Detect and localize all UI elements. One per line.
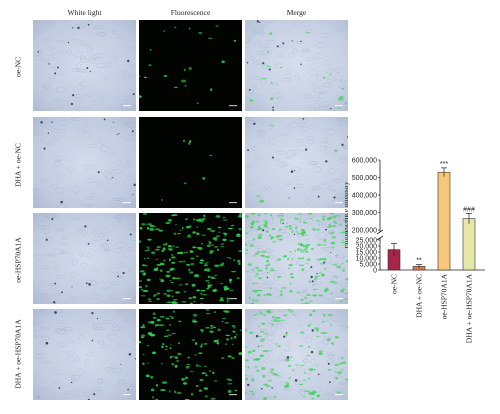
micrograph-fluorescence-dha-oe-nc	[139, 117, 242, 208]
y-tick-label: 10,000	[356, 255, 378, 262]
column-header-merge: Merge	[286, 8, 307, 17]
y-tick-label: 25,000	[356, 237, 378, 244]
row-label-oe-nc: oe-NC	[13, 57, 23, 77]
row-label-oe-hsp70a1a: oe-HSP70A1A	[13, 237, 23, 283]
micrograph-merge-oe-hsp70a1a	[245, 213, 348, 304]
micrograph-white-light-dha-oe-hsp70a1a	[33, 309, 136, 400]
y-tick-label: 15,000	[356, 249, 378, 256]
bar-3	[462, 218, 476, 271]
column-header-white-light: White light	[67, 8, 102, 17]
y-tick-label: 5,000	[359, 261, 377, 268]
column-header-fluorescence: Fluorescence	[170, 8, 211, 17]
row-label-dha-oe-nc: DHA + oe-NC	[13, 143, 23, 187]
axis-break-mark	[376, 229, 384, 235]
category-label-1: DHA + oe-NC	[415, 274, 424, 318]
micrograph-fluorescence-dha-oe-hsp70a1a	[139, 309, 242, 400]
y-tick-label: 500,000	[352, 175, 377, 182]
y-tick-label: 400,000	[352, 192, 377, 199]
micrograph-merge-dha-oe-nc	[245, 117, 348, 208]
y-tick-label: 300,000	[352, 210, 377, 217]
significance-label-2: ***	[440, 161, 448, 168]
y-tick-label: 20,000	[356, 243, 378, 250]
y-tick-label: 0	[373, 267, 377, 274]
micrograph-white-light-oe-hsp70a1a	[33, 213, 136, 304]
micrograph-white-light-oe-nc	[33, 20, 136, 111]
axis-break-mark	[376, 235, 384, 241]
significance-label-1: **	[416, 258, 422, 265]
row-label-dha-oe-hsp70a1a: DHA + oe-HSP70A1A	[13, 319, 23, 389]
y-axis-label: Fluorescence intensity	[345, 181, 350, 249]
micrograph-merge-oe-nc	[245, 20, 348, 111]
category-label-2: oe-HSP70A1A	[440, 273, 449, 319]
category-label-3: DHA + oe-HSP70A1A	[465, 273, 474, 343]
category-label-0: oe-NC	[390, 274, 399, 294]
micrograph-merge-dha-oe-hsp70a1a	[245, 309, 348, 400]
y-tick-label: 200,000	[352, 227, 377, 234]
micrograph-fluorescence-oe-nc	[139, 20, 242, 111]
bar-2	[437, 171, 451, 271]
micrograph-white-light-dha-oe-nc	[33, 117, 136, 208]
fluorescence-intensity-bar-chart: 200,000 300,000 400,000 500,000 600,000 05,00…	[345, 157, 485, 343]
micrograph-fluorescence-oe-hsp70a1a	[139, 213, 242, 304]
y-tick-label: 600,000	[352, 157, 377, 164]
significance-label-3: ###	[463, 206, 475, 213]
